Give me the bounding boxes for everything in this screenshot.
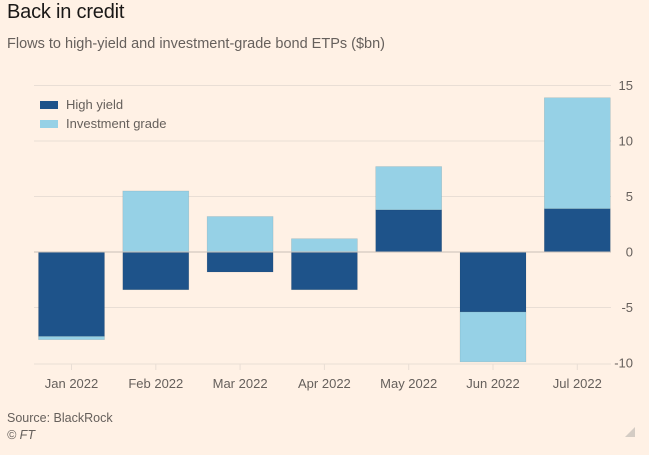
bar-high-yield bbox=[122, 251, 190, 291]
bar-high-yield bbox=[459, 251, 527, 313]
x-tick-label: May 2022 bbox=[380, 376, 437, 391]
y-tick-label: 15 bbox=[619, 78, 633, 93]
y-tick-label: 5 bbox=[626, 189, 633, 204]
bar-investment-grade bbox=[38, 336, 105, 340]
x-tick-label: Apr 2022 bbox=[298, 376, 351, 391]
legend-label-high-yield: High yield bbox=[66, 97, 124, 112]
bars bbox=[38, 97, 611, 363]
legend-swatch-high-yield bbox=[40, 100, 58, 109]
legend: High yield Investment grade bbox=[40, 95, 166, 133]
resize-handle-icon[interactable] bbox=[625, 427, 635, 437]
copyright: © FT bbox=[7, 428, 35, 442]
bar-investment-grade bbox=[122, 190, 190, 253]
bar-high-yield bbox=[206, 251, 274, 273]
bar-investment-grade bbox=[375, 166, 443, 211]
bar-high-yield bbox=[291, 251, 358, 291]
x-tick-label: Feb 2022 bbox=[128, 376, 183, 391]
y-tick-label: -5 bbox=[621, 300, 633, 315]
x-tick-label: Jan 2022 bbox=[45, 376, 99, 391]
y-tick-label: -10 bbox=[614, 356, 633, 371]
bar-investment-grade bbox=[206, 216, 274, 253]
y-tick-label: 10 bbox=[619, 134, 633, 149]
x-tick-label: Jun 2022 bbox=[466, 376, 520, 391]
y-tick-label: 0 bbox=[626, 245, 633, 260]
bar-investment-grade bbox=[459, 311, 527, 363]
legend-label-investment-grade: Investment grade bbox=[66, 116, 167, 131]
bar-high-yield bbox=[38, 251, 105, 337]
legend-item-investment-grade: Investment grade bbox=[40, 114, 166, 133]
x-tick-label: Mar 2022 bbox=[213, 376, 268, 391]
bar-high-yield bbox=[543, 208, 611, 253]
legend-swatch-investment-grade bbox=[40, 119, 58, 128]
bar-high-yield bbox=[375, 209, 443, 253]
legend-item-high-yield: High yield bbox=[40, 95, 166, 114]
chart-subtitle: Flows to high-yield and investment-grade… bbox=[7, 36, 385, 52]
x-tick-label: Jul 2022 bbox=[553, 376, 602, 391]
axes: 15 10 5 0 -5 -10 Jan 2022 Feb 2022 Mar 2022 Apr 2… bbox=[34, 78, 633, 391]
chart-title: Back in credit bbox=[7, 1, 125, 23]
bar-investment-grade bbox=[291, 238, 358, 253]
source-note: Source: BlackRock bbox=[7, 411, 113, 425]
bar-investment-grade bbox=[543, 97, 611, 210]
